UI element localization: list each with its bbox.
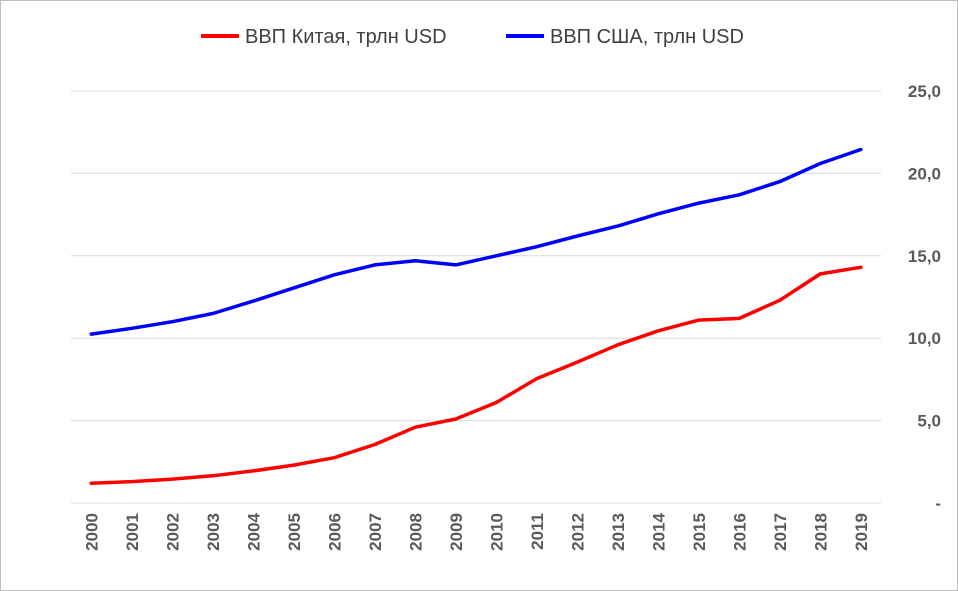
x-tick-label: 2017 bbox=[771, 513, 790, 551]
series-line-1 bbox=[89, 147, 863, 336]
legend-label: ВВП США, трлн USD bbox=[550, 26, 744, 48]
legend: ВВП Китая, трлн USD ВВП США, трлн USD bbox=[201, 26, 744, 48]
legend-label: ВВП Китая, трлн USD bbox=[245, 26, 447, 48]
x-tick-label: 2009 bbox=[447, 513, 466, 551]
x-tick-label: 2015 bbox=[690, 513, 709, 551]
series-line-0 bbox=[89, 265, 863, 485]
x-tick-label: 2018 bbox=[811, 513, 830, 551]
data-point bbox=[535, 377, 539, 381]
series-lines bbox=[89, 147, 863, 485]
data-point bbox=[373, 442, 377, 446]
x-tick-label: 2016 bbox=[730, 513, 749, 551]
data-point bbox=[818, 272, 822, 276]
data-point bbox=[656, 329, 660, 333]
data-point bbox=[292, 286, 296, 290]
data-point bbox=[454, 263, 458, 267]
data-point bbox=[494, 254, 498, 258]
data-point bbox=[413, 425, 417, 429]
data-point bbox=[130, 326, 134, 330]
y-tick-label: 15,0 bbox=[908, 247, 941, 266]
y-tick-label: 10,0 bbox=[908, 329, 941, 348]
y-tick-label: 5,0 bbox=[917, 412, 941, 431]
x-axis-ticks: 2000 2001 2002 2003 2004 2005 2006 2007 2008 2009… bbox=[82, 512, 871, 550]
data-point bbox=[251, 299, 255, 303]
data-point bbox=[697, 318, 701, 322]
data-point bbox=[859, 265, 863, 269]
data-point bbox=[859, 148, 863, 152]
data-point bbox=[292, 463, 296, 467]
x-tick-label: 2003 bbox=[204, 513, 223, 551]
data-point bbox=[373, 263, 377, 267]
data-point bbox=[575, 360, 579, 364]
x-tick-label: 2001 bbox=[123, 513, 142, 551]
x-tick-label: 2011 bbox=[528, 513, 547, 550]
data-point bbox=[211, 311, 215, 315]
data-point bbox=[130, 480, 134, 484]
data-point bbox=[413, 259, 417, 263]
data-point bbox=[778, 180, 782, 184]
data-point bbox=[535, 245, 539, 249]
x-tick-label: 2004 bbox=[244, 512, 263, 550]
x-tick-label: 2008 bbox=[406, 513, 425, 551]
x-tick-label: 2000 bbox=[82, 513, 101, 551]
data-point bbox=[575, 234, 579, 238]
data-point bbox=[89, 481, 93, 485]
x-tick-label: 2006 bbox=[325, 513, 344, 551]
y-tick-label: - bbox=[935, 494, 941, 513]
gridlines bbox=[71, 90, 881, 504]
x-tick-label: 2002 bbox=[163, 513, 182, 551]
data-point bbox=[89, 332, 93, 336]
data-point bbox=[737, 316, 741, 320]
y-axis-ticks: - 5,0 10,0 15,0 20,0 25,0 bbox=[908, 82, 941, 513]
data-point bbox=[454, 417, 458, 421]
data-point bbox=[616, 224, 620, 228]
data-point bbox=[778, 298, 782, 302]
data-point bbox=[616, 343, 620, 347]
x-tick-label: 2014 bbox=[649, 512, 668, 550]
y-tick-label: 25,0 bbox=[908, 82, 941, 101]
data-point bbox=[697, 201, 701, 205]
data-point bbox=[494, 400, 498, 404]
data-point bbox=[211, 474, 215, 478]
x-tick-label: 2010 bbox=[487, 513, 506, 551]
x-tick-label: 2007 bbox=[366, 513, 385, 551]
data-point bbox=[737, 193, 741, 197]
x-tick-label: 2005 bbox=[285, 513, 304, 551]
data-point bbox=[251, 469, 255, 473]
x-tick-label: 2012 bbox=[568, 513, 587, 551]
x-tick-label: 2019 bbox=[852, 513, 871, 551]
x-tick-label: 2013 bbox=[609, 513, 628, 551]
data-point bbox=[818, 162, 822, 166]
data-point bbox=[656, 212, 660, 216]
y-tick-label: 20,0 bbox=[908, 164, 941, 183]
data-point bbox=[170, 477, 174, 481]
data-point bbox=[332, 273, 336, 277]
data-point bbox=[170, 320, 174, 324]
data-point bbox=[332, 456, 336, 460]
